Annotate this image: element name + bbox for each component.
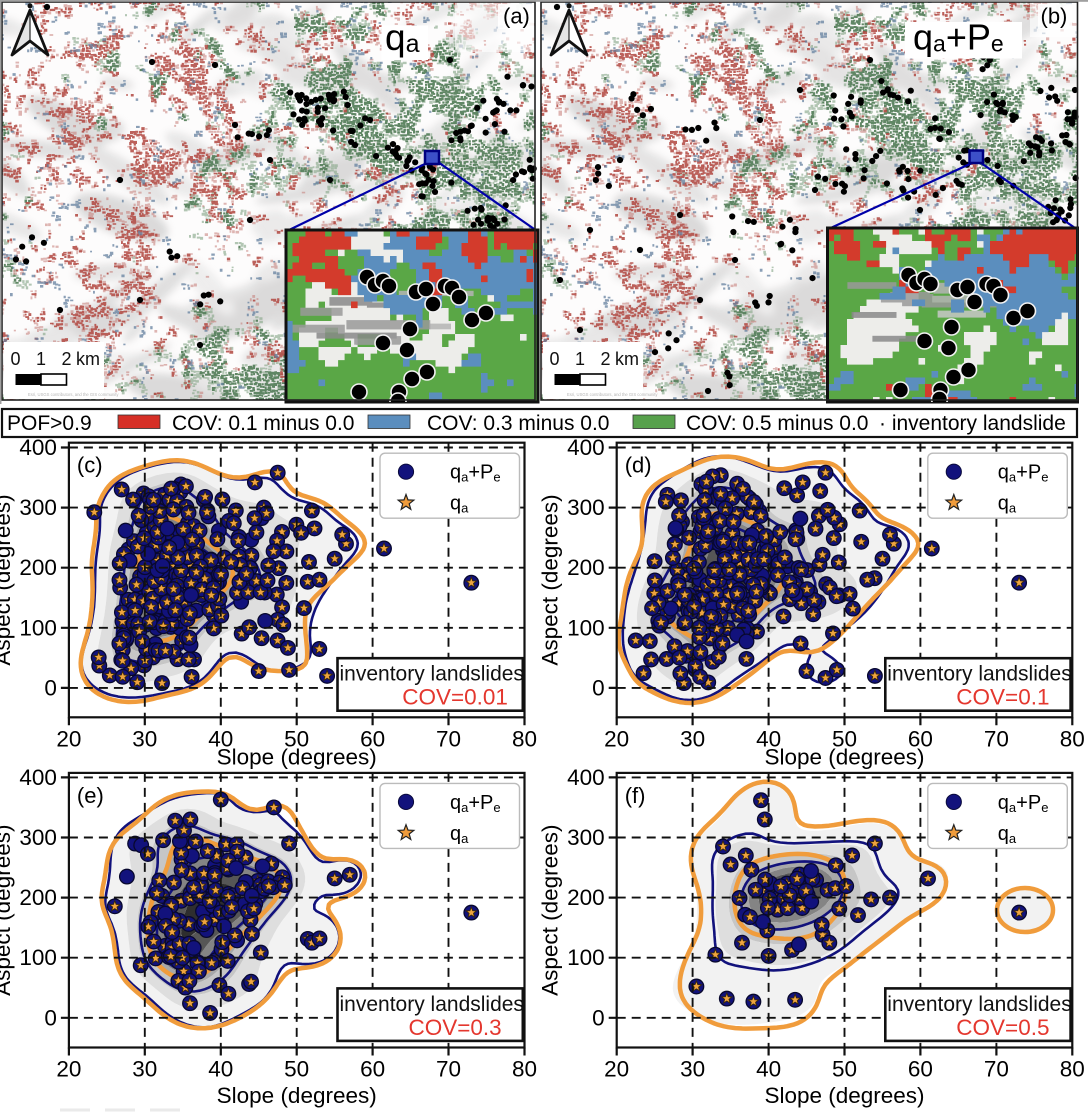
svg-text:0: 0 — [44, 1005, 57, 1030]
svg-text:qa+Pe: qa+Pe — [913, 17, 1004, 58]
svg-text:50: 50 — [832, 726, 857, 751]
svg-text:70: 70 — [984, 1057, 1009, 1082]
svg-text:50: 50 — [832, 1057, 857, 1082]
svg-text:40: 40 — [756, 1057, 781, 1082]
svg-text:60: 60 — [908, 726, 933, 751]
svg-text:40: 40 — [208, 1057, 233, 1082]
svg-text:Aspect (degrees): Aspect (degrees) — [0, 825, 15, 996]
svg-text:30: 30 — [132, 726, 157, 751]
svg-text:80: 80 — [1060, 1057, 1085, 1082]
svg-text:400: 400 — [567, 765, 605, 790]
svg-text:POF>0.9: POF>0.9 — [7, 412, 92, 435]
svg-text:70: 70 — [436, 726, 461, 751]
svg-text:2: 2 — [61, 349, 71, 369]
svg-text:0: 0 — [44, 675, 57, 700]
svg-text:60: 60 — [360, 726, 385, 751]
svg-text:0: 0 — [10, 349, 20, 369]
svg-text:qa: qa — [385, 17, 420, 58]
svg-text:100: 100 — [19, 945, 57, 970]
svg-text:20: 20 — [604, 726, 629, 751]
svg-text:100: 100 — [19, 615, 57, 640]
svg-text:0: 0 — [549, 349, 559, 369]
svg-text:40: 40 — [756, 726, 781, 751]
svg-text:300: 300 — [19, 495, 57, 520]
svg-text:· inventory landslide: · inventory landslide — [879, 412, 1066, 435]
svg-text:Slope (degrees): Slope (degrees) — [217, 1083, 377, 1108]
svg-text:COV=0.1: COV=0.1 — [956, 685, 1049, 710]
svg-text:400: 400 — [567, 435, 605, 460]
svg-text:70: 70 — [984, 726, 1009, 751]
svg-text:80: 80 — [512, 726, 537, 751]
svg-text:70: 70 — [436, 1057, 461, 1082]
svg-text:300: 300 — [567, 495, 605, 520]
svg-text:Slope (degrees): Slope (degrees) — [764, 1083, 924, 1108]
svg-text:50: 50 — [284, 1057, 309, 1082]
svg-text:300: 300 — [567, 825, 605, 850]
svg-text:qa+Pe: qa+Pe — [998, 462, 1049, 485]
svg-text:inventory landslides: inventory landslides — [340, 993, 524, 1016]
svg-text:20: 20 — [604, 1057, 629, 1082]
svg-text:1: 1 — [575, 349, 585, 369]
svg-text:Slope (degrees): Slope (degrees) — [217, 744, 377, 769]
svg-text:COV=0.3: COV=0.3 — [409, 1015, 502, 1040]
svg-text:(b): (b) — [1041, 4, 1068, 29]
svg-text:20: 20 — [56, 1057, 81, 1082]
svg-text:40: 40 — [208, 726, 233, 751]
svg-text:0: 0 — [592, 675, 605, 700]
svg-text:200: 200 — [567, 885, 605, 910]
svg-text:1: 1 — [36, 349, 46, 369]
svg-text:inventory landslides: inventory landslides — [887, 993, 1071, 1016]
svg-text:200: 200 — [19, 555, 57, 580]
svg-text:2: 2 — [600, 349, 610, 369]
svg-text:qa+Pe: qa+Pe — [450, 792, 501, 815]
svg-text:300: 300 — [19, 825, 57, 850]
svg-text:qa+Pe: qa+Pe — [998, 792, 1049, 815]
svg-text:80: 80 — [1060, 726, 1085, 751]
svg-text:200: 200 — [567, 555, 605, 580]
svg-text:50: 50 — [284, 726, 309, 751]
svg-text:30: 30 — [680, 1057, 705, 1082]
svg-text:Slope (degrees): Slope (degrees) — [764, 744, 924, 769]
svg-text:400: 400 — [19, 765, 57, 790]
svg-text:km: km — [615, 349, 639, 369]
svg-text:Aspect (degrees): Aspect (degrees) — [0, 494, 15, 665]
svg-text:COV: 0.3 minus 0.0: COV: 0.3 minus 0.0 — [427, 412, 609, 435]
svg-text:qa+Pe: qa+Pe — [450, 462, 501, 485]
svg-text:100: 100 — [567, 615, 605, 640]
svg-text:30: 30 — [132, 1057, 157, 1082]
svg-text:60: 60 — [908, 1057, 933, 1082]
svg-text:Esri, USGS contributors, and t: Esri, USGS contributors, and the GIS com… — [28, 392, 119, 397]
svg-text:60: 60 — [360, 1057, 385, 1082]
svg-text:80: 80 — [512, 1057, 537, 1082]
svg-text:(a): (a) — [503, 4, 530, 29]
svg-text:inventory landslides: inventory landslides — [340, 663, 524, 686]
svg-text:400: 400 — [19, 435, 57, 460]
svg-text:Aspect (degrees): Aspect (degrees) — [538, 494, 563, 665]
svg-text:inventory landslides: inventory landslides — [887, 663, 1071, 686]
svg-text:100: 100 — [567, 945, 605, 970]
svg-text:(e): (e) — [77, 783, 104, 808]
svg-text:km: km — [76, 349, 100, 369]
svg-text:Esri, USGS contributors, and t: Esri, USGS contributors, and the GIS com… — [567, 392, 658, 397]
svg-text:200: 200 — [19, 885, 57, 910]
svg-text:(c): (c) — [77, 453, 103, 478]
svg-text:COV: 0.1 minus 0.0: COV: 0.1 minus 0.0 — [172, 412, 354, 435]
svg-text:20: 20 — [56, 726, 81, 751]
svg-text:0: 0 — [592, 1005, 605, 1030]
svg-text:(f): (f) — [625, 783, 646, 808]
svg-text:Aspect (degrees): Aspect (degrees) — [538, 825, 563, 996]
svg-text:COV=0.5: COV=0.5 — [956, 1015, 1049, 1040]
svg-text:(d): (d) — [625, 453, 652, 478]
svg-text:COV=0.01: COV=0.01 — [402, 685, 508, 710]
svg-text:30: 30 — [680, 726, 705, 751]
svg-text:COV: 0.5 minus 0.0: COV: 0.5 minus 0.0 — [686, 412, 868, 435]
